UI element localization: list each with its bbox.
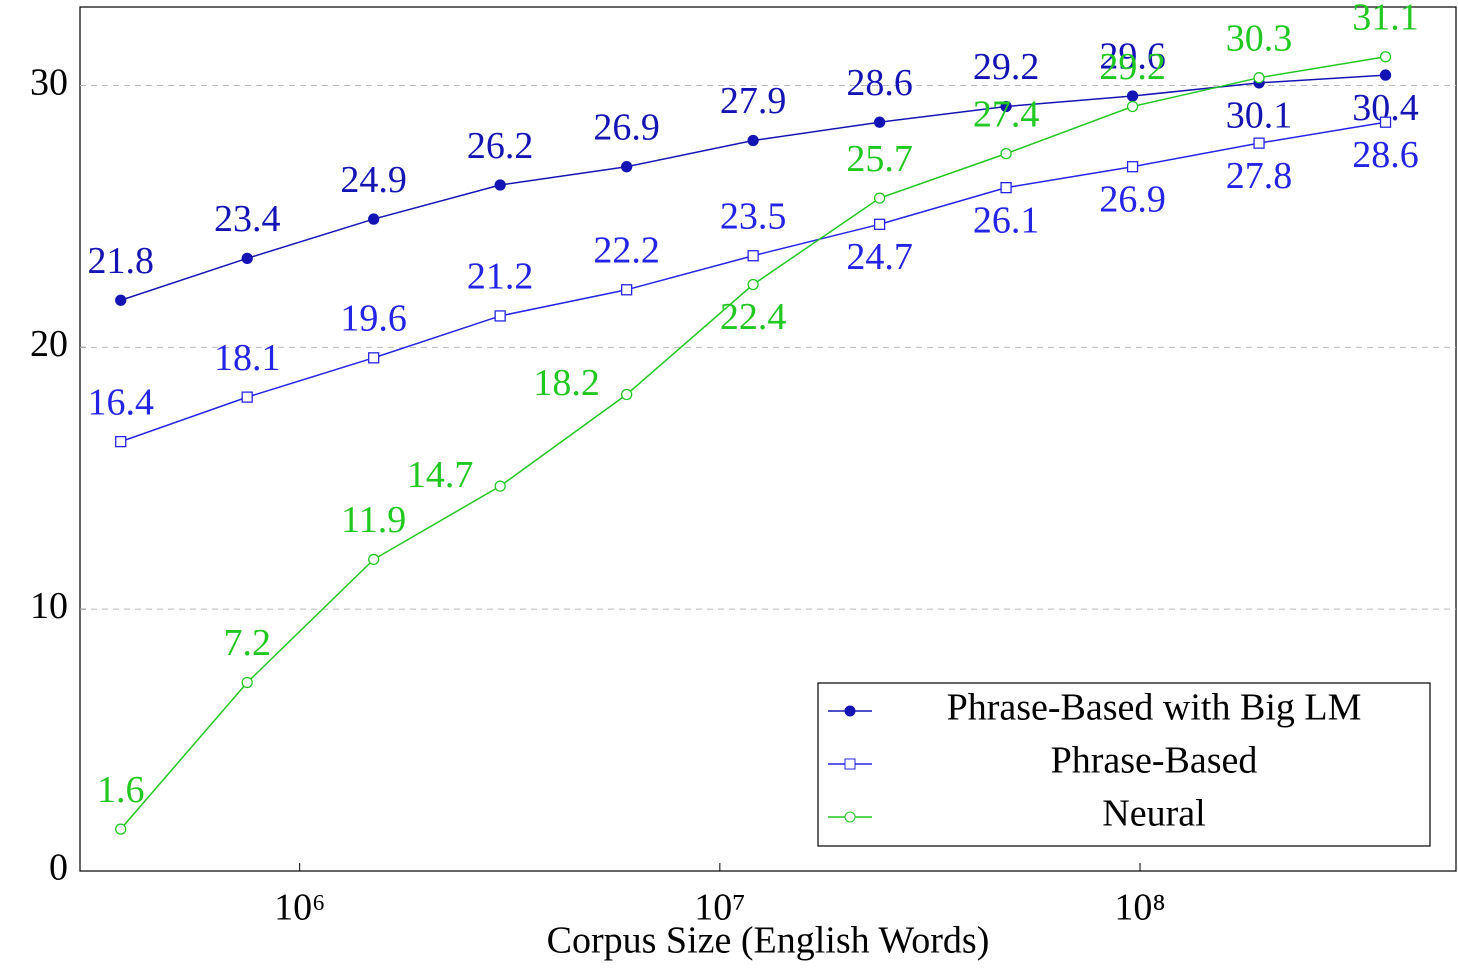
marker (747, 134, 759, 147)
data-label: 31.1 (1352, 0, 1419, 38)
marker (747, 278, 759, 291)
data-label: 1.6 (97, 769, 145, 811)
data-label: 7.2 (223, 622, 271, 664)
data-label: 24.7 (846, 236, 913, 278)
data-label: 27.4 (973, 93, 1040, 135)
data-label: 21.2 (467, 256, 534, 298)
marker (115, 823, 127, 835)
y-tick-label: 10 (30, 585, 68, 627)
data-label: 26.9 (1099, 178, 1166, 220)
marker (1126, 161, 1139, 173)
marker (368, 352, 380, 364)
data-label: 19.6 (340, 298, 407, 340)
legend-label: Neural (1102, 793, 1205, 835)
marker (620, 388, 633, 401)
data-label: 24.9 (340, 159, 407, 201)
marker (1379, 116, 1392, 128)
data-label: 22.4 (720, 296, 787, 338)
data-label: 23.4 (214, 198, 281, 240)
data-label: 29.6 (1099, 36, 1166, 78)
marker (494, 179, 506, 191)
marker (241, 676, 253, 689)
data-label: 22.2 (593, 229, 660, 271)
marker (115, 435, 127, 448)
x-tick-label: 10⁷ (694, 887, 745, 929)
y-tick-label: 20 (30, 323, 68, 365)
data-label: 29.2 (1099, 46, 1166, 88)
marker (1126, 100, 1139, 113)
data-label: 30.3 (1226, 17, 1293, 59)
marker (1253, 137, 1265, 149)
data-label: 30.1 (1226, 95, 1293, 137)
data-label: 26.9 (593, 106, 660, 148)
data-label: 23.5 (720, 195, 787, 237)
legend-label: Phrase-Based (1051, 740, 1258, 782)
marker (115, 294, 127, 306)
marker (1379, 51, 1392, 63)
data-label: 27.9 (720, 80, 787, 122)
x-tick-label: 10⁶ (274, 887, 325, 929)
marker (494, 310, 506, 322)
x-axis-label: Corpus Size (English Words) (547, 920, 990, 962)
data-label: 18.1 (214, 337, 281, 379)
legend-box (817, 682, 1431, 847)
marker (1126, 90, 1139, 102)
data-label: 21.8 (87, 240, 154, 282)
data-label: 26.1 (973, 199, 1040, 241)
marker (241, 252, 253, 264)
x-tick-label: 10⁸ (1114, 887, 1165, 929)
marker (747, 250, 759, 262)
data-label: 18.2 (533, 362, 600, 404)
marker (368, 553, 380, 566)
marker (494, 480, 506, 492)
data-label: 16.4 (87, 381, 154, 423)
marker (1000, 147, 1012, 160)
marker (368, 213, 380, 225)
marker (1379, 69, 1392, 81)
data-label: 25.7 (846, 138, 913, 180)
marker (1000, 182, 1012, 194)
data-label: 11.9 (341, 499, 406, 541)
data-label: 28.6 (846, 62, 913, 104)
marker (620, 284, 633, 296)
legend-marker (844, 705, 856, 717)
data-label: 14.7 (407, 454, 474, 496)
y-tick-label: 0 (49, 847, 68, 889)
legend-marker (844, 811, 856, 823)
marker (873, 218, 886, 230)
legend-label: Phrase-Based with Big LM (947, 687, 1362, 729)
marker (241, 391, 253, 403)
data-label: 26.2 (467, 125, 534, 167)
marker (620, 161, 633, 173)
data-label: 29.2 (973, 46, 1040, 88)
data-label: 28.6 (1352, 134, 1419, 176)
marker (1253, 72, 1265, 84)
legend-marker (844, 758, 856, 770)
data-label: 27.8 (1226, 155, 1293, 197)
marker (873, 116, 886, 128)
marker (873, 192, 886, 204)
y-tick-label: 30 (30, 61, 68, 103)
marker (1000, 100, 1012, 113)
plot-frame (79, 6, 1457, 872)
